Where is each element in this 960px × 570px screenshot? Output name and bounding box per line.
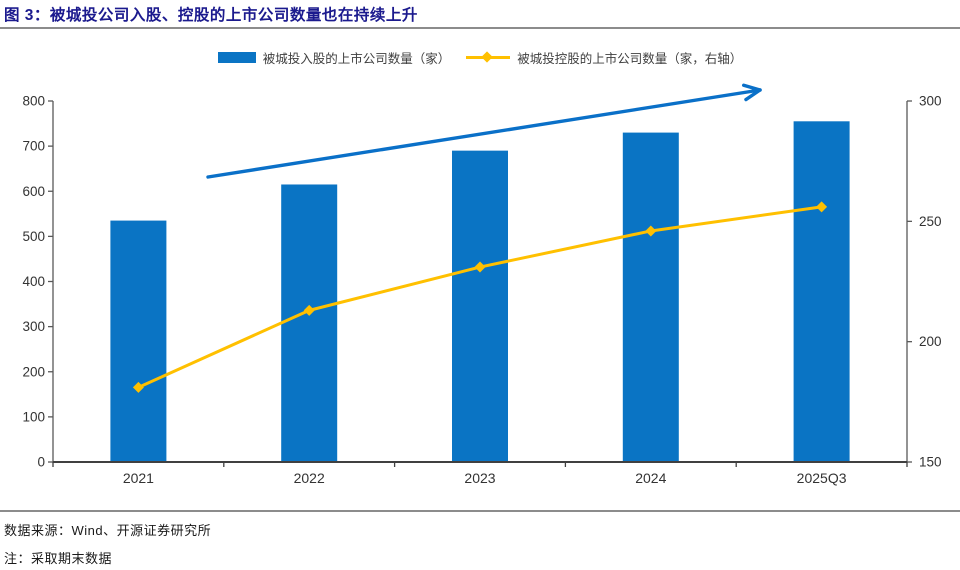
right-axis-tick-label: 200 [919,334,942,349]
line-series-label: 被城投控股的上市公司数量（家，右轴） [517,52,743,66]
bar-series-swatch [217,52,256,63]
footer-note: 注：采取期末数据 [4,551,113,566]
bar-2025Q3 [793,121,850,463]
line-marker-2022 [303,304,315,316]
bar-2022 [281,184,338,462]
diamond-marker-icon [481,50,493,63]
line-series-swatch [466,50,511,63]
trend-arrow-head [741,83,762,92]
bar-2021 [110,220,167,462]
trend-arrow [206,88,762,179]
left-axis-tick-label: 600 [22,184,45,199]
line-series-path [136,205,824,389]
left-axis-tick-label: 800 [22,94,45,109]
x-axis-label-2023: 2023 [464,470,495,486]
x-axis-label-2024: 2024 [635,470,666,486]
line-marker-2023 [474,261,486,273]
title-divider [0,27,960,29]
right-axis-tick-label: 150 [919,455,942,470]
figure-title: 图 3：被城投公司入股、控股的上市公司数量也在持续上升 [4,7,418,24]
left-axis-tick-label: 500 [22,229,45,244]
bar-series-label: 被城投入股的上市公司数量（家） [262,52,451,66]
left-axis-tick-label: 0 [37,455,45,470]
footer-source: 数据来源：Wind、开源证券研究所 [4,523,212,538]
left-axis-tick-label: 200 [22,364,45,379]
x-axis-label-2021: 2021 [123,470,154,486]
chart-legend: 被城投入股的上市公司数量（家） 被城投控股的上市公司数量（家，右轴） [0,48,960,67]
bar-2024 [622,132,679,462]
x-axis-label-2025Q3: 2025Q3 [797,470,847,486]
left-axis-tick-label: 300 [22,319,45,334]
right-axis-tick-label: 250 [919,214,942,229]
line-marker-2024 [645,225,657,237]
left-axis-tick-label: 400 [22,274,45,289]
x-axis-label-2022: 2022 [294,470,325,486]
left-axis-tick-label: 700 [22,139,45,154]
legend-item-line-series: 被城投控股的上市公司数量（家，右轴） [466,48,742,67]
line-marker-2021 [132,381,144,393]
left-axis-tick-label: 100 [22,409,45,424]
legend-item-bar-series: 被城投入股的上市公司数量（家） [217,48,451,67]
trend-arrow-head [744,88,762,102]
line-marker-2025Q3 [816,201,828,213]
footer-divider [0,510,960,512]
right-axis-tick-label: 300 [919,94,942,109]
bar-2023 [452,150,508,462]
